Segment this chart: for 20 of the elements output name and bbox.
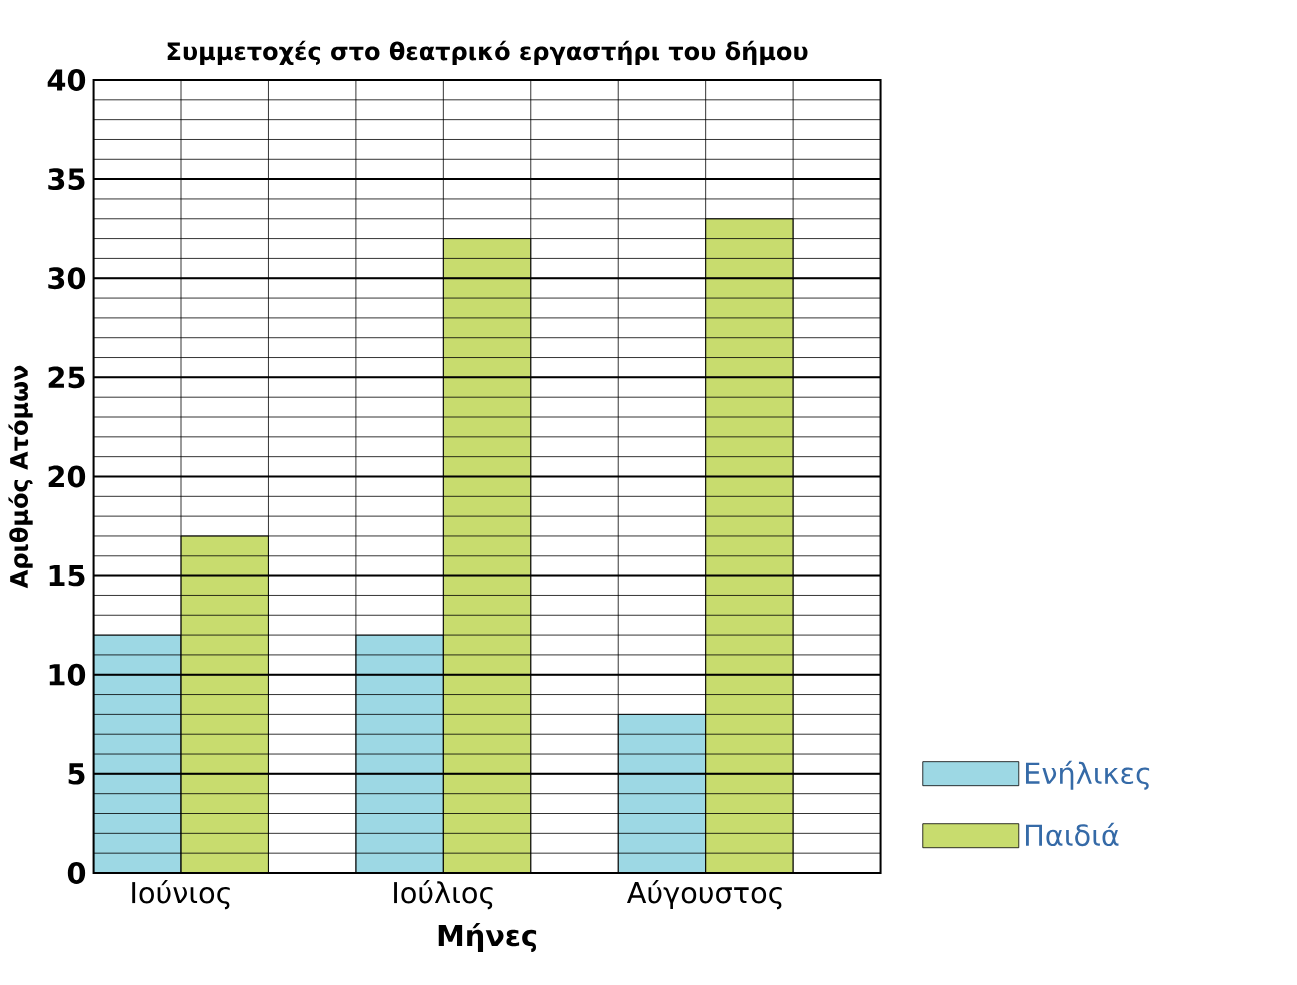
y-tick-label: 30 <box>48 267 86 290</box>
y-tick-label: 10 <box>49 663 86 686</box>
bar <box>705 218 794 873</box>
bar <box>442 238 532 873</box>
y-tick-label: 40 <box>47 69 86 91</box>
y-tick-label: 0 <box>67 862 86 884</box>
chart-title: Συμμετοχές στο θεατρικό εργαστήρι του δήμου <box>167 40 808 65</box>
x-axis-title: Μήνες <box>438 922 537 952</box>
x-tick-label: Ιούνιος <box>132 880 230 910</box>
y-tick-label: 15 <box>49 564 85 587</box>
y-tick-label: 25 <box>48 366 85 389</box>
legend-label: Ενήλικες <box>1025 760 1150 790</box>
y-tick-label: 5 <box>68 763 85 785</box>
x-tick-label: Ιούλιος <box>394 880 493 910</box>
legend-label: Παιδιά <box>1025 822 1119 847</box>
x-tick-label: Αύγουστος <box>626 880 782 910</box>
y-axis-title: Αριθμός Ατόμων <box>8 365 33 589</box>
bar <box>180 535 269 873</box>
y-tick-label: 35 <box>48 168 85 191</box>
y-tick-label: 20 <box>48 465 86 488</box>
